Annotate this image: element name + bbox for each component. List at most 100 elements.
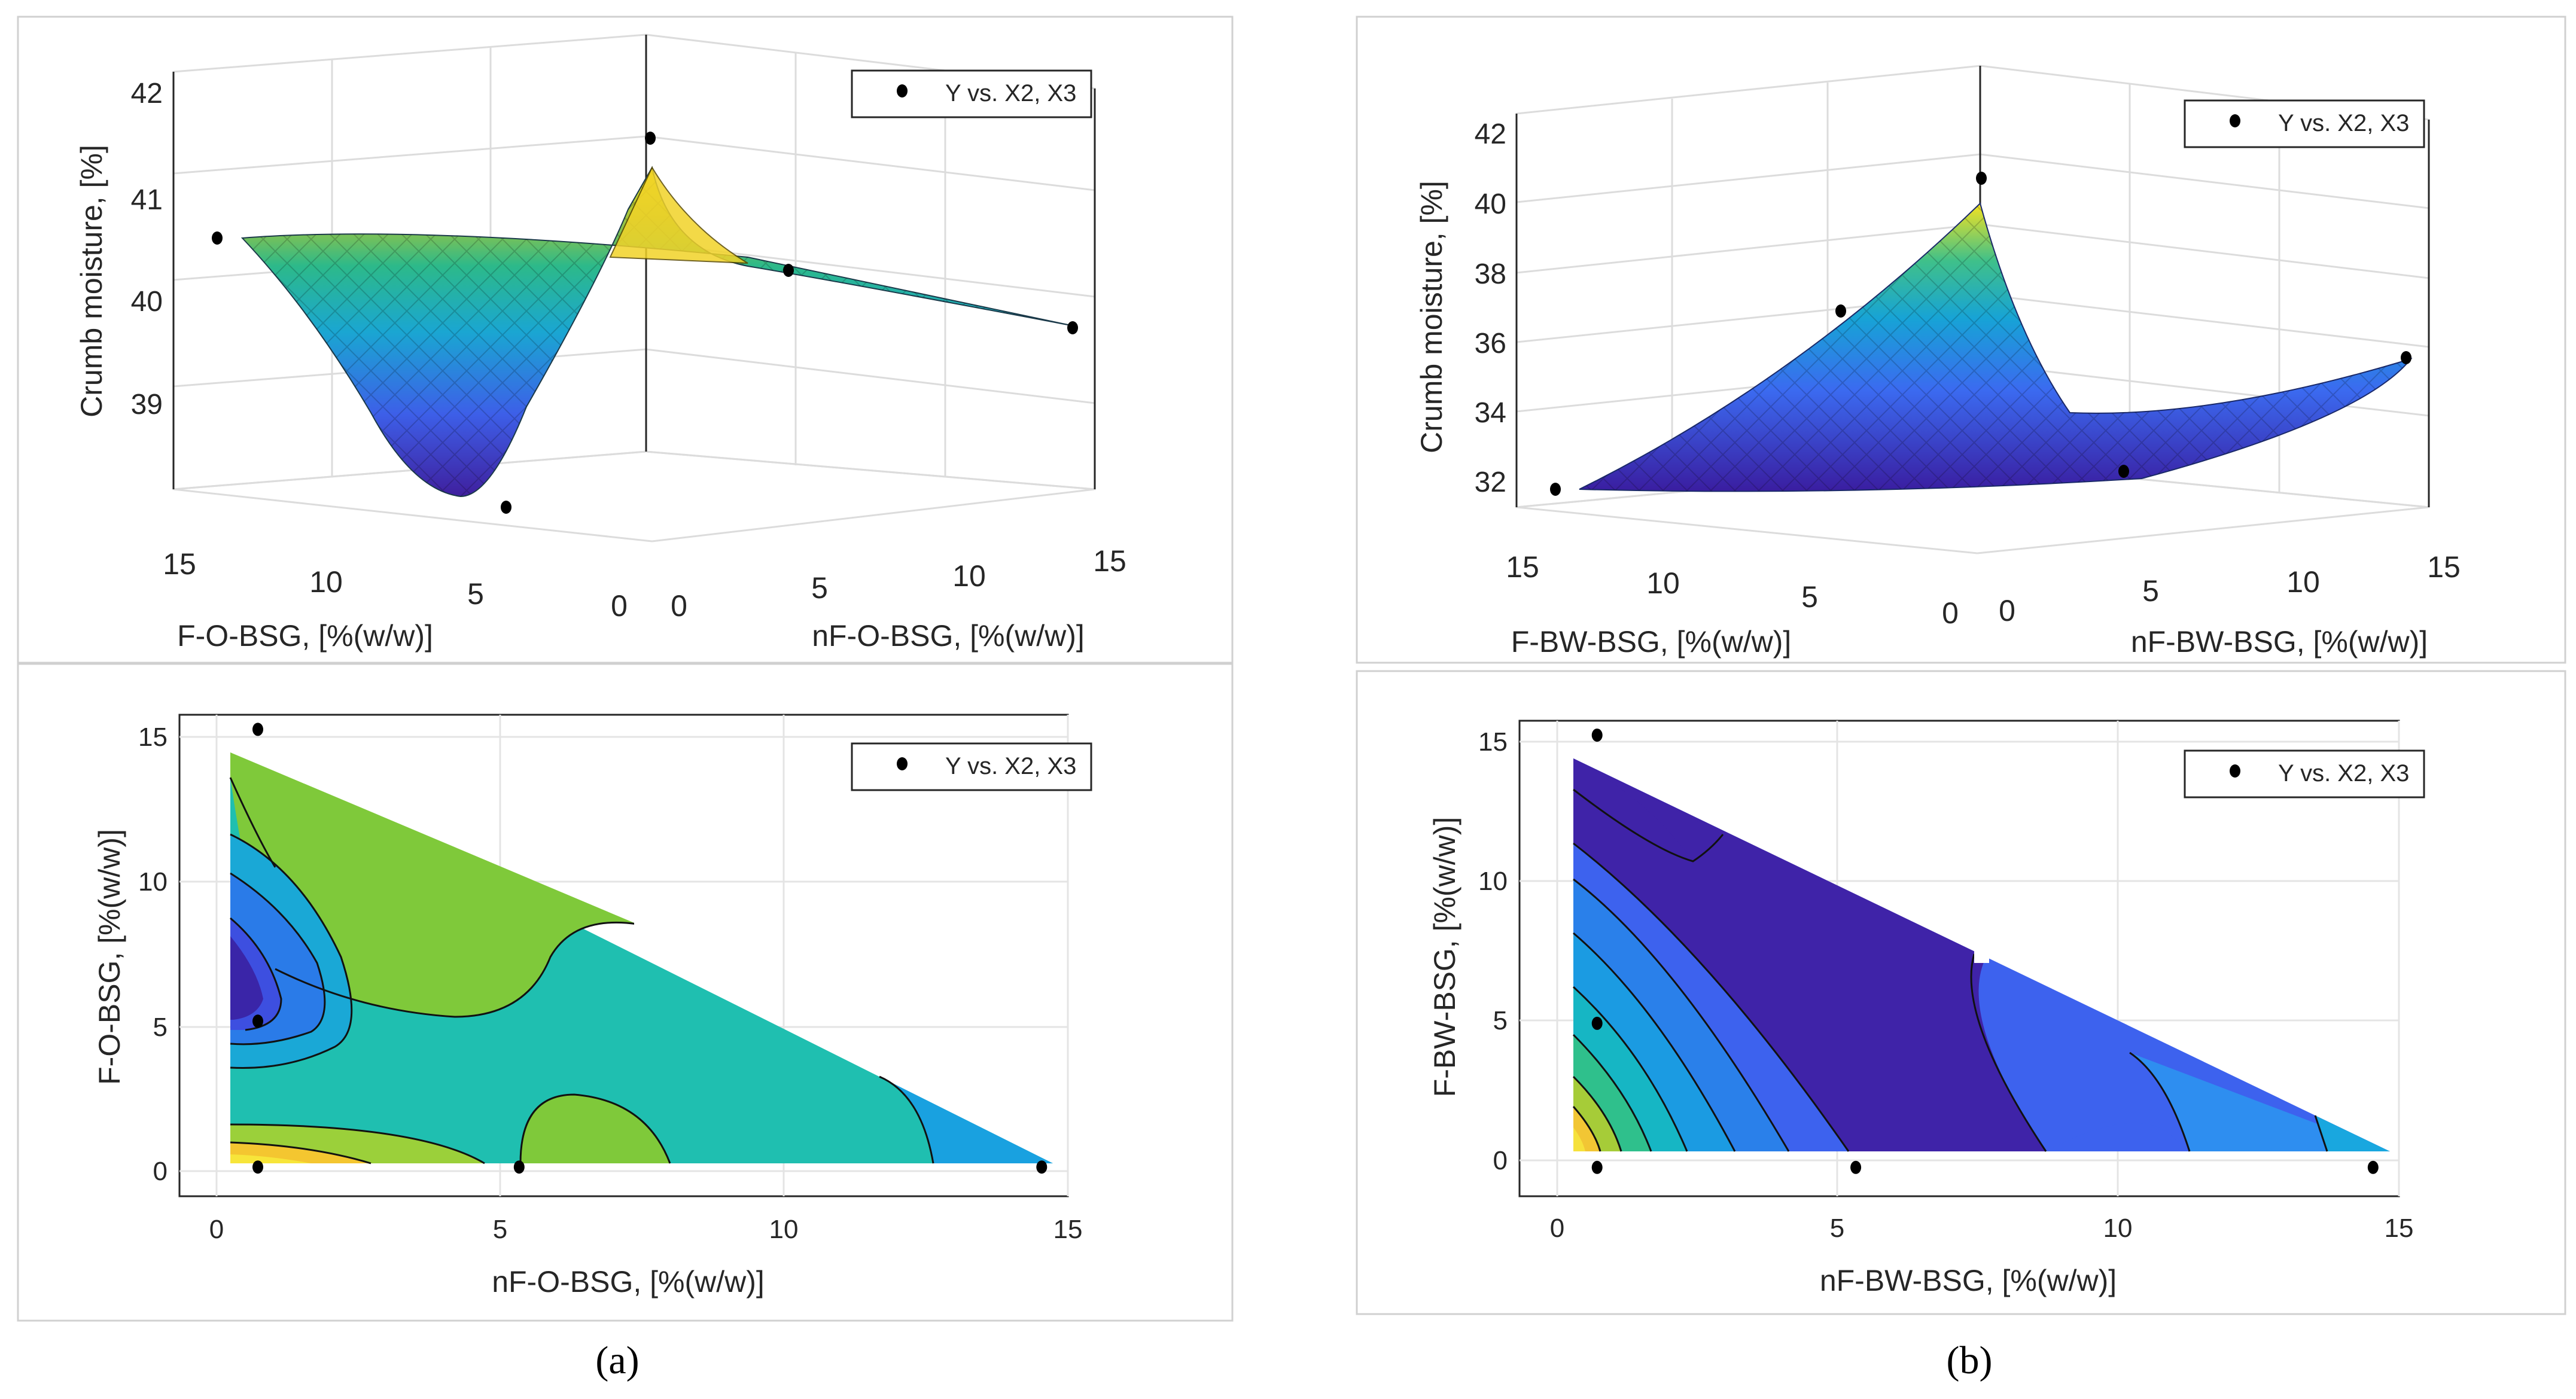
data-point	[513, 1160, 525, 1174]
z-tick: 41	[131, 184, 163, 216]
left-tick: 15	[163, 547, 196, 581]
data-point	[1067, 321, 1078, 334]
data-point	[1550, 483, 1561, 496]
data-point	[783, 264, 794, 277]
data-point	[2367, 1160, 2379, 1174]
x-tick: 5	[493, 1215, 507, 1244]
legend-marker	[2230, 114, 2240, 127]
panel-b-contour-ylabel: F-BW-BSG, [%(w/w)]	[1428, 817, 1461, 1098]
z-tick: 39	[131, 389, 163, 420]
left-tick: 0	[1942, 596, 1959, 630]
legend-label: Y vs. X2, X3	[2278, 760, 2409, 787]
z-tick: 42	[131, 78, 163, 109]
data-point	[1835, 304, 1846, 318]
legend-marker	[897, 757, 908, 770]
panel-a: 42 41 40 39 Crumb moisture, [%] 15 10 5 …	[17, 16, 1234, 1382]
data-point	[645, 132, 656, 145]
right-tick: 5	[2142, 574, 2159, 608]
x-tick: 10	[769, 1215, 799, 1244]
left-tick: 5	[467, 577, 484, 611]
panel-b-contour-points	[1591, 729, 2379, 1174]
y-tick: 15	[138, 723, 168, 752]
panel-a-contour-xlabel: nF-O-BSG, [%(w/w)]	[492, 1265, 765, 1299]
data-point	[1850, 1160, 1862, 1174]
panel-a-surface-right-ticks: 0 5 10 15	[671, 544, 1126, 623]
left-tick: 5	[1801, 580, 1818, 614]
panel-a-surface-legend: Y vs. X2, X3	[851, 69, 1092, 118]
legend-marker	[2230, 764, 2240, 778]
y-tick: 0	[153, 1157, 168, 1186]
panel-a-surface-right-xlabel: nF-O-BSG, [%(w/w)]	[812, 619, 1085, 653]
data-point	[1591, 1160, 1603, 1174]
legend-marker	[897, 84, 908, 97]
left-tick: 15	[1506, 550, 1539, 584]
panel-b-surface-points	[1550, 172, 2411, 496]
panel-a-surface-frame	[17, 16, 1234, 664]
panel-a-contour-yticks: 0 5 10 15	[138, 723, 168, 1186]
data-point	[252, 1160, 263, 1174]
right-tick: 10	[2286, 565, 2320, 599]
panel-b-contour-xlabel: nF-BW-BSG, [%(w/w)]	[1820, 1264, 2117, 1297]
data-point	[252, 723, 263, 736]
z-tick: 36	[1475, 328, 1506, 359]
panel-b-surface-right-ticks: 0 5 10 15	[1999, 550, 2461, 627]
panel-a-contour-points	[252, 723, 1048, 1174]
y-tick: 0	[1493, 1146, 1508, 1175]
contour-region	[1573, 1127, 1585, 1151]
panel-b-surface-left-xlabel: F-BW-BSG, [%(w/w)]	[1511, 625, 1792, 659]
panel-a-contour-fill	[230, 752, 1053, 1163]
data-point	[1976, 172, 1987, 185]
data-point	[212, 231, 223, 245]
x-tick: 0	[1550, 1214, 1564, 1243]
data-point	[2118, 465, 2129, 478]
contour-mask	[1974, 948, 1989, 963]
panel-a-surface-zlabel: Crumb moisture, [%]	[75, 145, 108, 417]
panel-a-surface-mesh	[242, 167, 1074, 496]
left-tick: 0	[611, 589, 628, 623]
panel-b-surface-left-ticks: 15 10 5 0	[1506, 550, 1959, 630]
right-tick: 0	[1999, 594, 2015, 627]
panel-a-contour-ylabel: F-O-BSG, [%(w/w)]	[93, 829, 126, 1085]
x-tick: 5	[1830, 1214, 1844, 1243]
contour-mask	[634, 918, 649, 930]
z-tick: 40	[1475, 188, 1506, 220]
right-tick: 15	[1093, 544, 1126, 578]
contour-region	[230, 936, 263, 1020]
panel-b-surface-legend: Y vs. X2, X3	[2184, 99, 2425, 148]
left-tick: 10	[309, 565, 343, 599]
y-tick: 10	[138, 867, 168, 897]
panel-a-contour-legend: Y vs. X2, X3	[851, 742, 1092, 791]
y-tick: 10	[1478, 867, 1508, 896]
contour-region	[2046, 1123, 2184, 1151]
data-point	[252, 1014, 263, 1028]
contour-region	[879, 1077, 1053, 1163]
right-tick: 0	[671, 589, 687, 623]
legend-label: Y vs. X2, X3	[2278, 110, 2409, 136]
panel-b-contour-lines	[1572, 788, 2328, 1152]
panel-b-surface-zticks: 42 40 38 36 34 32	[1475, 118, 1506, 498]
panel-b-surface-mesh	[1579, 203, 2411, 492]
right-tick: 15	[2427, 550, 2461, 584]
panel-b-contour-xticks: 0 5 10 15	[1550, 1214, 2414, 1243]
y-tick: 5	[1493, 1006, 1508, 1035]
data-point	[1591, 1016, 1603, 1030]
y-tick: 5	[153, 1013, 168, 1042]
legend-label: Y vs. X2, X3	[945, 80, 1076, 106]
panel-b-contour-legend: Y vs. X2, X3	[2184, 749, 2425, 798]
panel-b-caption: (b)	[1947, 1339, 1993, 1382]
data-point	[501, 501, 511, 514]
z-tick: 38	[1475, 258, 1506, 290]
panel-a-contour-xticks: 0 5 10 15	[209, 1215, 1083, 1244]
panel-a-caption: (a)	[595, 1339, 639, 1382]
x-tick: 15	[2385, 1214, 2414, 1243]
y-tick: 15	[1478, 727, 1508, 757]
data-point	[2401, 351, 2411, 364]
panel-a-surface-peak	[609, 166, 748, 264]
contour-region	[230, 1154, 311, 1163]
z-tick: 40	[131, 286, 163, 318]
x-tick: 15	[1053, 1215, 1083, 1244]
panel-b: 42 40 38 36 34 32 Crumb moisture, [%] 15…	[1356, 16, 2566, 1382]
contour-region	[2315, 1115, 2390, 1151]
contour-region	[1573, 758, 1723, 861]
